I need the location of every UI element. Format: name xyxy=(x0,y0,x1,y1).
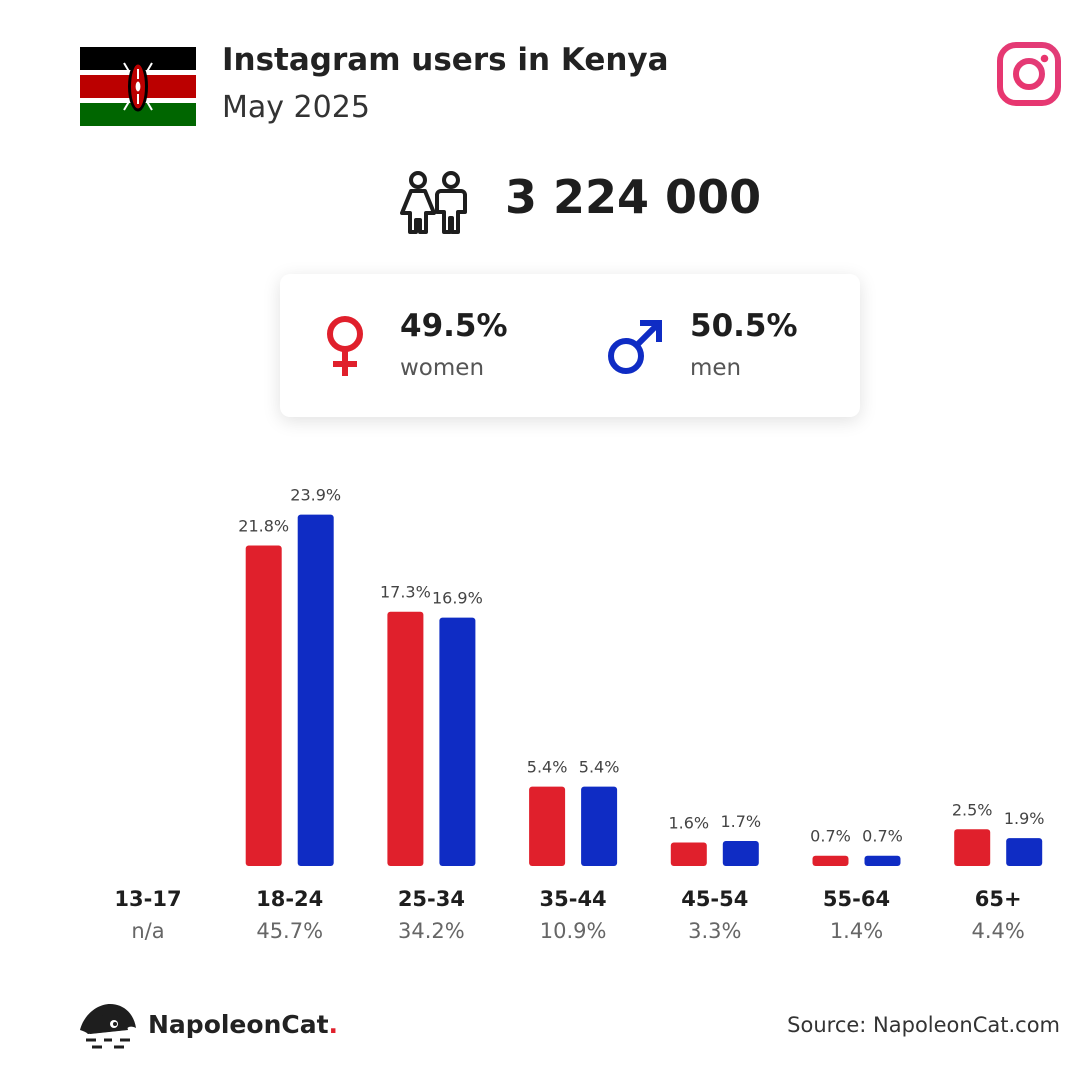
men-label: men xyxy=(690,355,742,381)
age-group-label: 45-54 xyxy=(681,887,748,911)
page-title: Instagram users in Kenya xyxy=(222,42,669,78)
bar-women-45-54 xyxy=(670,842,707,866)
bar-women-18-24 xyxy=(245,545,282,866)
men-percent: 50.5% xyxy=(690,308,798,344)
male-symbol-icon xyxy=(608,320,662,374)
bar-women-65+ xyxy=(954,829,991,866)
age-group-total: 10.9% xyxy=(540,919,607,943)
age-group-total: 1.4% xyxy=(830,919,883,943)
age-group-label: 65+ xyxy=(975,887,1022,911)
bar-men-45-54 xyxy=(722,841,759,866)
gender-split-card: 49.5% women 50.5% men xyxy=(280,274,860,417)
bar-value-label: 1.9% xyxy=(1004,809,1045,828)
instagram-icon xyxy=(997,42,1061,106)
bar-value-label: 17.3% xyxy=(380,583,431,602)
age-group-label: 35-44 xyxy=(540,887,607,911)
bar-value-label: 1.6% xyxy=(668,813,709,832)
bar-women-35-44 xyxy=(529,786,566,866)
bar-value-label: 21.8% xyxy=(238,517,289,536)
women-percent: 49.5% xyxy=(400,308,508,344)
bar-women-25-34 xyxy=(387,611,424,866)
source-credit: Source: NapoleonCat.com xyxy=(787,1013,1060,1037)
page-subtitle: May 2025 xyxy=(222,90,370,125)
age-group-total: 3.3% xyxy=(688,919,741,943)
bar-men-18-24 xyxy=(297,514,334,866)
brand-name: NapoleonCat. xyxy=(148,1010,338,1039)
bar-value-label: 1.7% xyxy=(720,812,761,831)
bar-men-25-34 xyxy=(439,617,476,866)
bar-men-35-44 xyxy=(581,786,618,866)
age-group-label: 25-34 xyxy=(398,887,465,911)
bar-value-label: 2.5% xyxy=(952,800,993,819)
bar-women-55-64 xyxy=(812,855,849,866)
napoleoncat-logo-icon xyxy=(80,1004,136,1049)
bar-value-label: 23.9% xyxy=(290,486,341,505)
women-label: women xyxy=(400,355,485,381)
age-group-total: 4.4% xyxy=(972,919,1025,943)
female-symbol-icon xyxy=(327,316,363,376)
kenya-flag-icon xyxy=(80,47,196,126)
bar-value-label: 16.9% xyxy=(432,589,483,608)
brand-dot: . xyxy=(328,1010,339,1039)
bar-value-label: 0.7% xyxy=(810,827,851,846)
age-group-total: 34.2% xyxy=(398,919,465,943)
age-group-total: n/a xyxy=(131,919,164,943)
total-users-value: 3 224 000 xyxy=(505,170,762,224)
brand-name-text: NapoleonCat xyxy=(148,1010,329,1039)
age-group-total: 45.7% xyxy=(256,919,323,943)
bar-men-55-64 xyxy=(864,855,901,866)
bar-value-label: 5.4% xyxy=(579,758,620,777)
users-icon xyxy=(400,171,467,234)
age-gender-bar-chart: 13-17 n/a 21.8%23.9% 18-24 45.7% 17.3% 16.9% 25… xyxy=(114,486,1045,943)
bar-value-label: 5.4% xyxy=(527,758,568,777)
age-group-label: 13-17 xyxy=(114,887,181,911)
bar-men-65+ xyxy=(1006,838,1043,866)
age-group-label: 18-24 xyxy=(256,887,323,911)
bar-value-label: 0.7% xyxy=(862,827,903,846)
age-group-label: 55-64 xyxy=(823,887,890,911)
